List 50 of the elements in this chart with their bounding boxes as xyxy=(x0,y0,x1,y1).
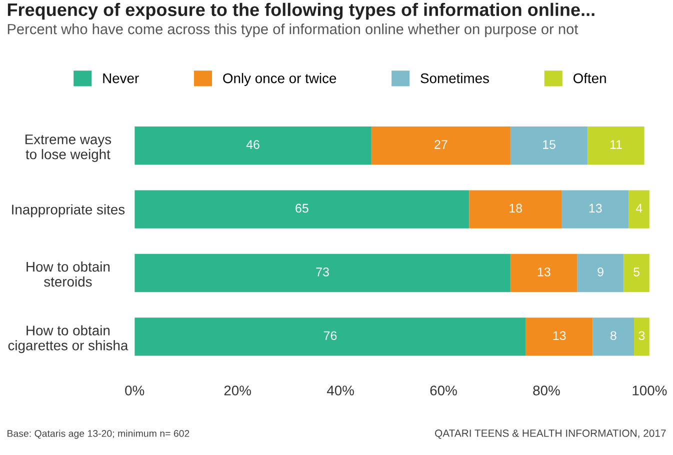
bar xyxy=(469,190,562,228)
y-tick-label: Extreme ways to lose weight xyxy=(25,134,112,162)
data-label: 46 xyxy=(246,140,260,149)
data-label: 65 xyxy=(296,204,308,213)
x-tick-label: 60% xyxy=(430,386,457,396)
y-tick-label: Inappropriate sites xyxy=(12,204,125,218)
data-label: 3 xyxy=(638,331,645,340)
bar xyxy=(134,126,372,165)
bar xyxy=(562,190,629,228)
data-label: 15 xyxy=(543,140,556,149)
x-tick-label: 40% xyxy=(326,386,354,396)
x-tick-label: 80% xyxy=(533,386,560,396)
bar xyxy=(134,318,526,356)
legend-label: Only once or twice xyxy=(223,73,336,86)
chart-title: Frequency of exposure to the following types of information online... xyxy=(8,2,594,20)
data-label: 73 xyxy=(316,268,329,276)
data-label: 13 xyxy=(553,331,566,340)
data-label: 4 xyxy=(636,204,642,213)
data-label: 8 xyxy=(610,331,616,340)
data-label: 76 xyxy=(324,331,337,340)
data-label: 27 xyxy=(434,140,448,149)
data-label: 11 xyxy=(610,140,622,149)
bar xyxy=(577,254,624,292)
text: QATARI TEENS & HEALTH INFORMATION, 2017 xyxy=(435,430,666,439)
legend-label: Never xyxy=(103,74,139,84)
data-label: 13 xyxy=(589,204,602,213)
data-label: 9 xyxy=(598,268,604,276)
bar xyxy=(510,126,588,165)
bar xyxy=(526,318,593,356)
text: Base: Qataris age 13-20; minimum n= 602 xyxy=(8,430,190,439)
bar xyxy=(134,190,470,228)
y-tick-label: How to obtain steroids xyxy=(26,261,110,287)
chart-subtitle: Percent who have come across this type of information online whether on purpose or not xyxy=(8,24,578,38)
bar xyxy=(592,318,634,356)
legend-label: Often xyxy=(573,73,606,84)
data-label: 13 xyxy=(538,268,550,276)
x-tick-label: 100% xyxy=(632,386,667,396)
bar xyxy=(588,126,644,165)
bar xyxy=(624,254,650,292)
x-tick-label: 20% xyxy=(224,386,251,396)
x-tick-label: 0% xyxy=(125,386,144,396)
legend-label: Sometimes xyxy=(420,73,489,84)
y-tick-label: How to obtain cigarettes or shisha xyxy=(8,325,128,354)
bar xyxy=(634,318,650,356)
bar xyxy=(628,190,650,228)
data-label: 18 xyxy=(510,204,522,213)
data-label: 5 xyxy=(634,268,640,276)
bar xyxy=(510,254,578,292)
bar xyxy=(371,126,510,165)
bar xyxy=(134,254,510,292)
